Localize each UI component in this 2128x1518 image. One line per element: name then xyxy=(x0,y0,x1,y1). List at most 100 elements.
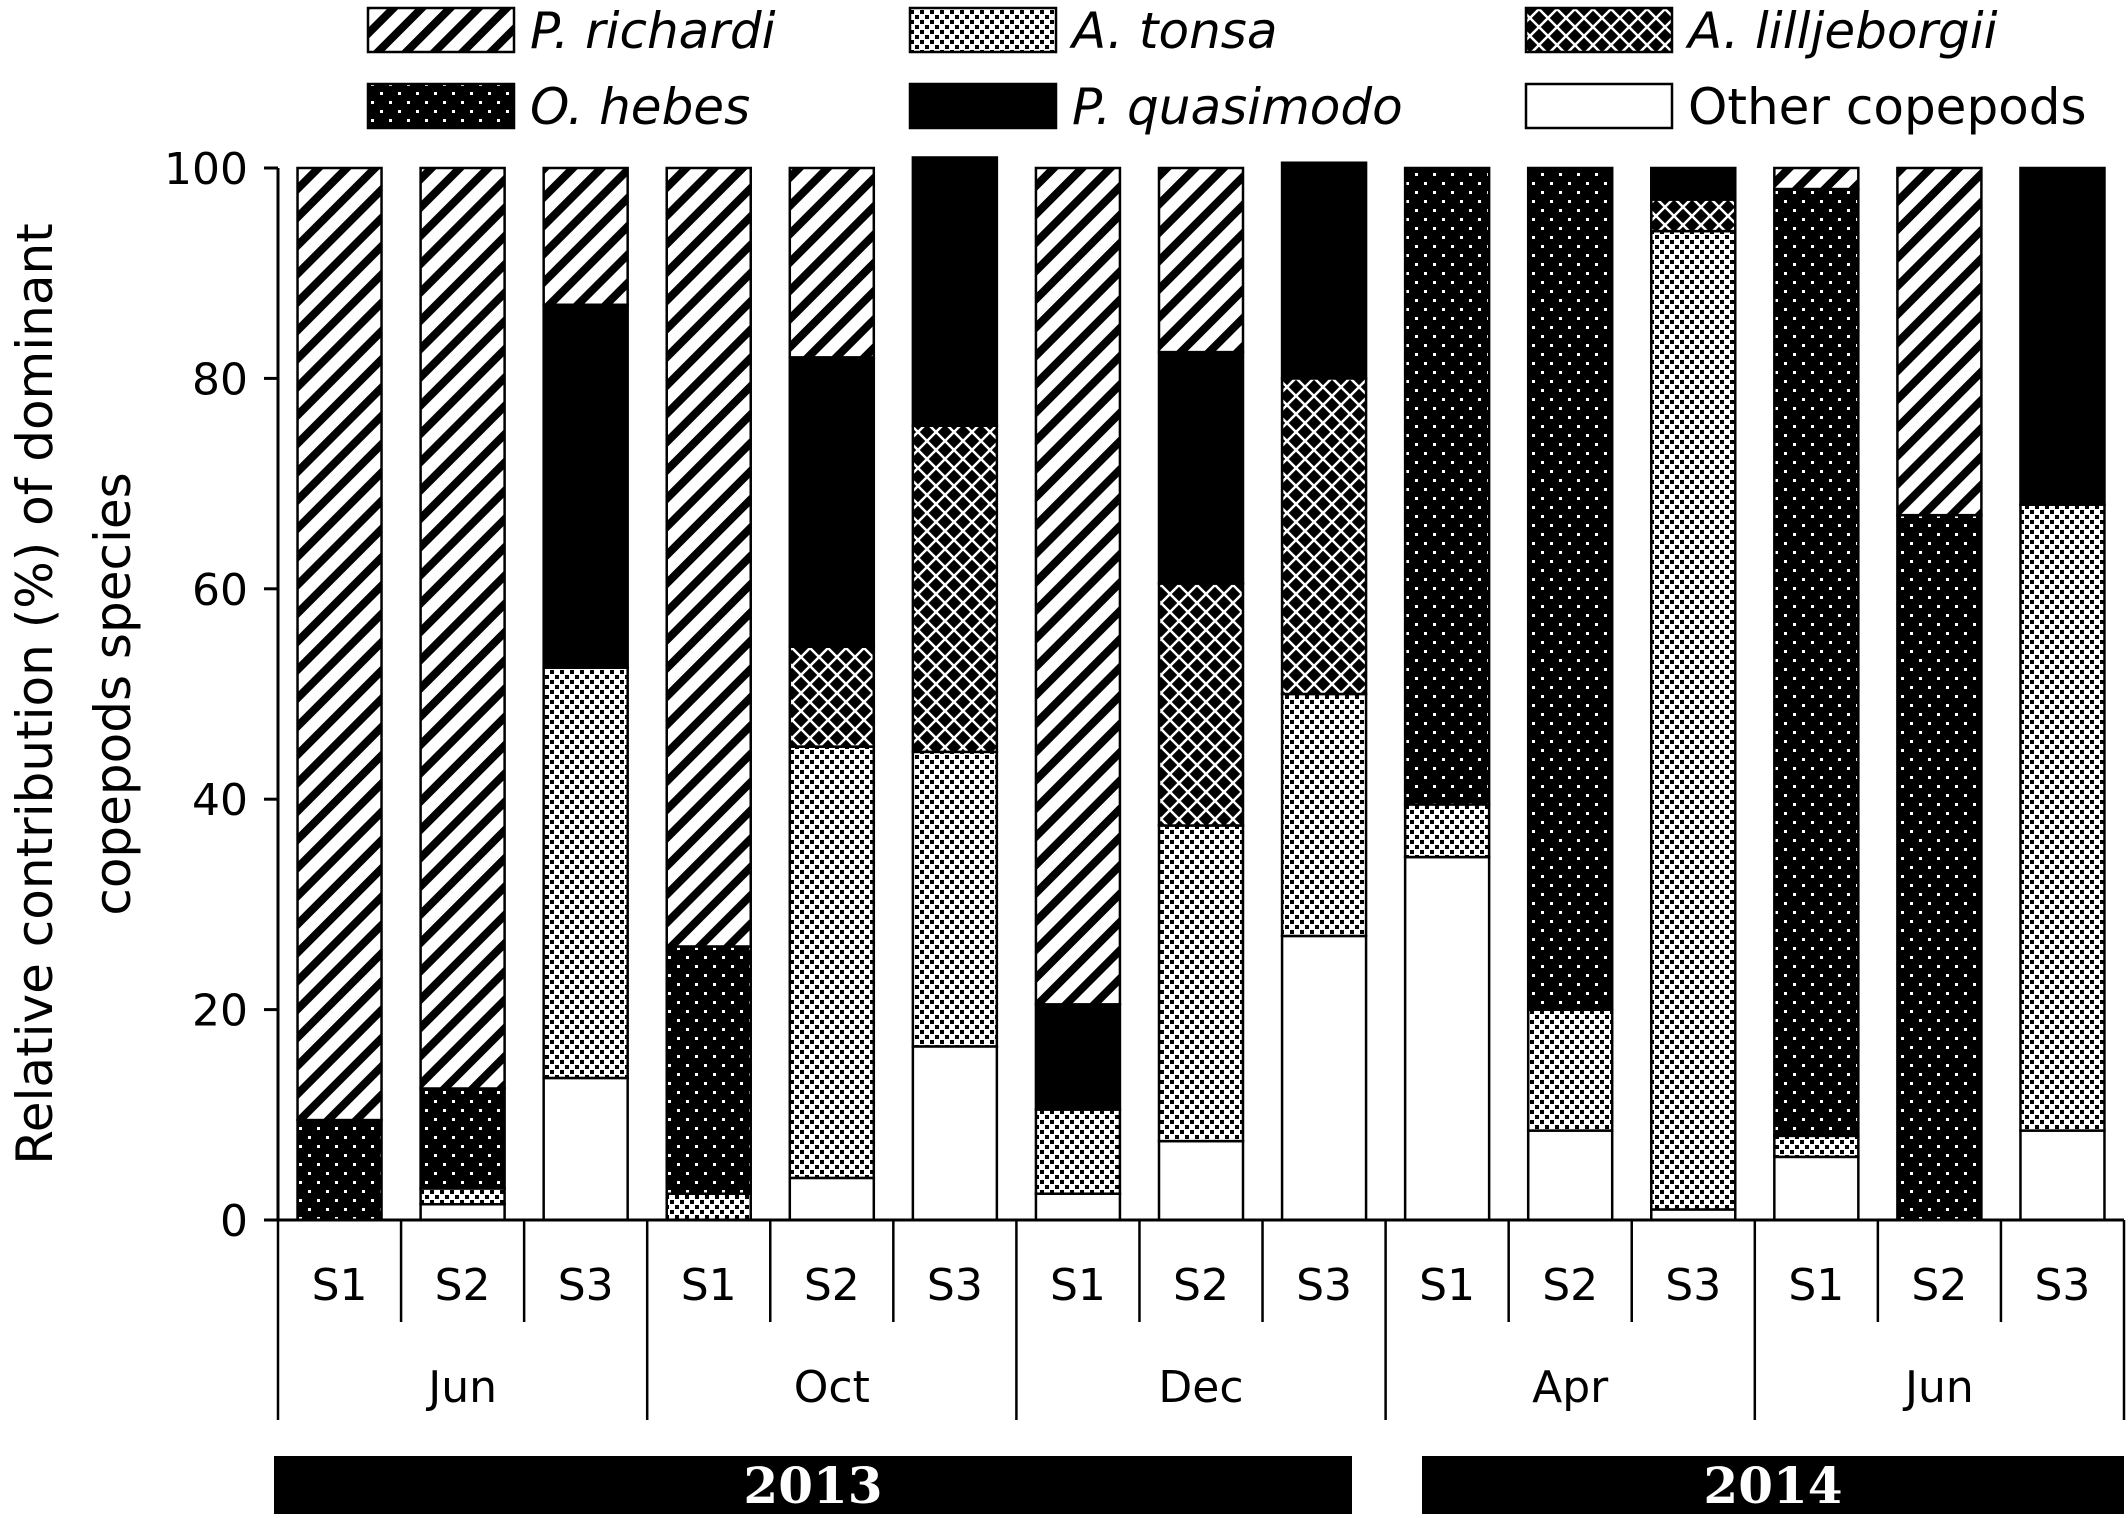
bar-segment xyxy=(1280,934,1368,1222)
y-axis-label: Relative contribution (%) of dominant cop… xyxy=(6,223,142,1165)
x-tick-label: S3 xyxy=(927,1260,983,1311)
bar-segment xyxy=(1403,803,1491,859)
legend-label: A. lilljeborgii xyxy=(1685,2,1998,60)
year-label: 2014 xyxy=(1703,1456,1842,1515)
x-tick-label: S3 xyxy=(2034,1260,2090,1311)
y-axis: 0 20 40 60 80 100 xyxy=(164,144,280,1247)
bar-segment xyxy=(1157,824,1245,1143)
bar-stack xyxy=(419,166,506,1222)
bar-stack xyxy=(542,166,629,1222)
x-tick-label: S2 xyxy=(1542,1260,1598,1311)
legend: P. richardi A. tonsa A. lilljeborgii O. heb… xyxy=(366,2,2087,136)
bar-segment xyxy=(1403,166,1491,806)
bar-segment xyxy=(1280,692,1368,938)
x-tick-label: S1 xyxy=(1419,1260,1475,1311)
legend-swatch xyxy=(366,6,516,54)
bar-segment xyxy=(1280,161,1368,380)
y-tick-label: 80 xyxy=(192,354,248,405)
bar-stack xyxy=(2019,166,2106,1222)
bar-stack xyxy=(1526,166,1614,1222)
x-tick-label: S2 xyxy=(804,1260,860,1311)
bar-segment xyxy=(542,666,629,1080)
year-bands: 2013 2014 xyxy=(274,1456,2124,1515)
bar-stack xyxy=(1773,166,1860,1222)
bar-segment xyxy=(911,156,999,427)
y-tick-label: 20 xyxy=(192,986,248,1037)
legend-label: Other copepods xyxy=(1688,78,2087,136)
bar-segment xyxy=(296,1118,383,1222)
bar-stack xyxy=(788,166,876,1222)
legend-swatch xyxy=(1524,6,1674,54)
month-label: Oct xyxy=(794,1362,870,1413)
bar-segment xyxy=(542,1076,629,1222)
legend-item: Other copepods xyxy=(1524,78,2087,136)
bar-segment xyxy=(1403,855,1491,1222)
x-tick-label: S3 xyxy=(1296,1260,1352,1311)
bar-segment xyxy=(665,945,752,1195)
bar-stack xyxy=(296,166,383,1222)
bar-segment xyxy=(2019,503,2106,1132)
legend-swatch xyxy=(908,82,1058,130)
bar-segment xyxy=(1526,166,1614,1011)
x-tick-label: S1 xyxy=(312,1260,368,1311)
x-tick-label: S3 xyxy=(1665,1260,1721,1311)
year-label: 2013 xyxy=(743,1456,882,1515)
legend-item: P. richardi xyxy=(366,2,776,60)
bars xyxy=(296,156,2106,1222)
bar-segment xyxy=(1157,166,1245,354)
y-axis-label-line: Relative contribution (%) of dominant xyxy=(6,223,64,1165)
bar-segment xyxy=(1650,198,1737,233)
legend-item: O. hebes xyxy=(366,78,750,136)
bar-stack xyxy=(1896,166,1983,1222)
x-tick-label: S2 xyxy=(435,1260,491,1311)
y-tick-label: 100 xyxy=(164,144,248,195)
bar-segment xyxy=(2019,166,2106,506)
bar-segment xyxy=(542,303,629,669)
x-tick-label: S1 xyxy=(1050,1260,1106,1311)
bar-segment xyxy=(788,745,876,1180)
x-tick-label: S1 xyxy=(681,1260,737,1311)
bar-segment xyxy=(1773,187,1860,1138)
bar-segment xyxy=(419,166,506,1090)
bar-segment xyxy=(1034,166,1122,1006)
year-band xyxy=(274,1456,1352,1514)
bar-stack xyxy=(1157,166,1245,1222)
legend-item: A. tonsa xyxy=(908,2,1278,60)
x-tick-label: S1 xyxy=(1788,1260,1844,1311)
bar-segment xyxy=(1526,1008,1614,1132)
legend-label: A. tonsa xyxy=(1069,2,1278,60)
y-tick-label: 40 xyxy=(192,775,248,826)
bar-segment xyxy=(419,1187,506,1206)
bar-segment xyxy=(788,356,876,648)
bar-segment xyxy=(2019,1129,2106,1222)
legend-item: A. lilljeborgii xyxy=(1524,2,1998,60)
x-tick-label: S2 xyxy=(1911,1260,1967,1311)
x-axis: S1 S2 S3 S1 S2 S3 S1 S2 S3 S1 S2 S3 S1 S2 S3 Jun Oct Dec A… xyxy=(276,1218,2126,1420)
bar-segment xyxy=(788,166,876,359)
y-tick-label: 60 xyxy=(192,565,248,616)
bar-stack xyxy=(665,166,752,1222)
legend-swatch xyxy=(1524,82,1674,130)
bar-segment xyxy=(911,1045,999,1222)
y-axis-label-line: copepods species xyxy=(84,472,142,915)
bar-segment xyxy=(911,750,999,1048)
bar-segment xyxy=(1280,377,1368,696)
legend-item: P. quasimodo xyxy=(908,78,1403,136)
legend-swatch xyxy=(366,82,516,130)
bar-segment xyxy=(1650,166,1737,201)
x-tick-label: S3 xyxy=(558,1260,614,1311)
x-tick-label: S2 xyxy=(1173,1260,1229,1311)
bar-segment xyxy=(788,1176,876,1222)
bar-segment xyxy=(788,645,876,748)
legend-label: P. quasimodo xyxy=(1072,78,1403,136)
month-label: Jun xyxy=(425,1362,497,1413)
bar-segment xyxy=(1650,1208,1737,1222)
bar-segment xyxy=(542,166,629,307)
bar-segment xyxy=(419,1202,506,1222)
bar-segment xyxy=(1034,1192,1122,1222)
bar-segment xyxy=(911,424,999,754)
bar-segment xyxy=(1650,229,1737,1211)
month-label: Dec xyxy=(1158,1362,1243,1413)
bar-stack xyxy=(911,156,999,1222)
